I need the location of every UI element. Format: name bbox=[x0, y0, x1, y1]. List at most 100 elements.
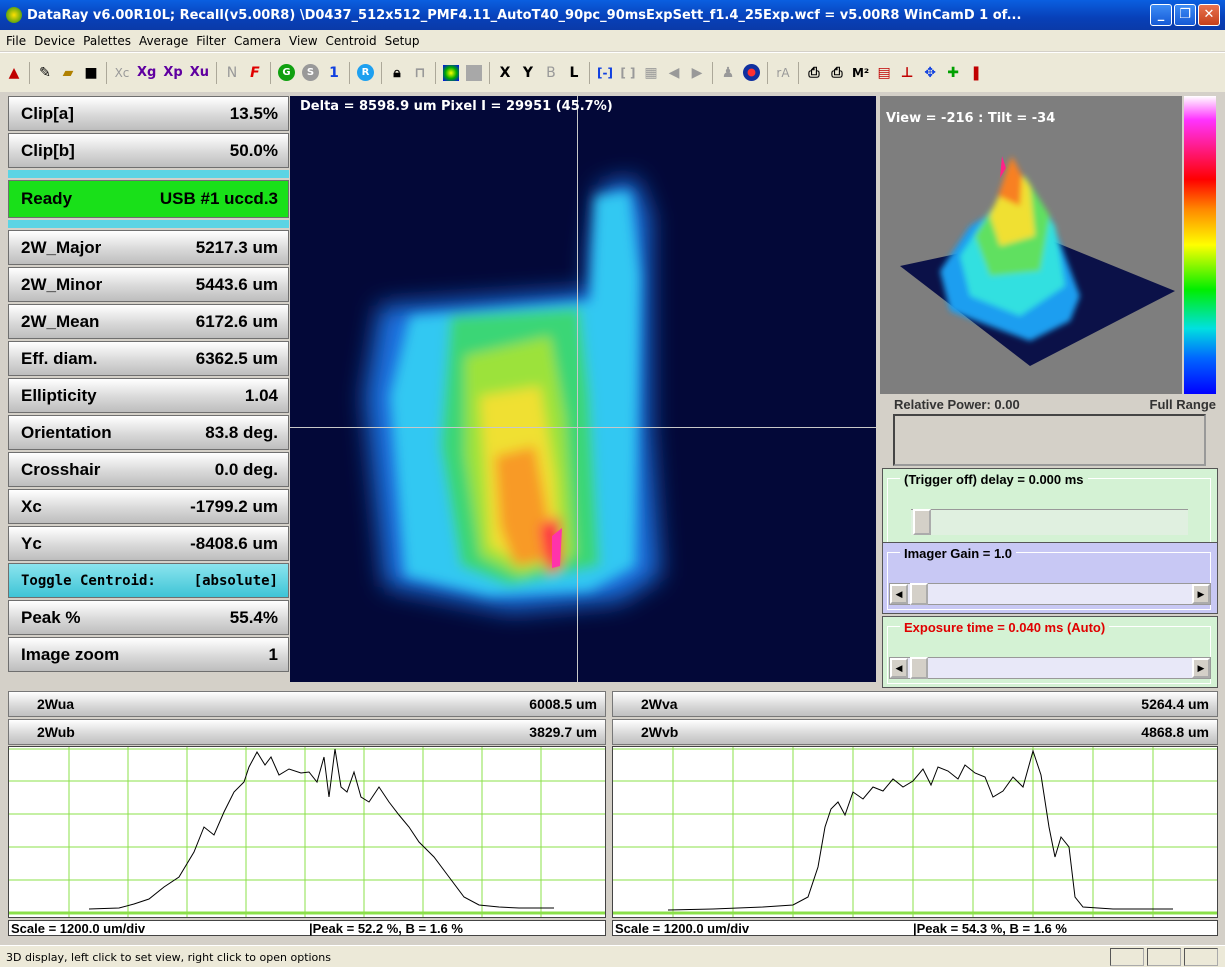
zoom-row[interactable]: Image zoom 1 bbox=[8, 637, 289, 672]
s-button[interactable]: S bbox=[301, 64, 319, 81]
status-pane bbox=[1184, 948, 1218, 966]
toggle-centroid-button[interactable]: Toggle Centroid: [absolute] bbox=[8, 563, 289, 598]
right-arrow-icon[interactable]: ▶ bbox=[691, 64, 703, 81]
device-label: USB #1 uccd.3 bbox=[159, 189, 278, 208]
w-major-row[interactable]: 2W_Major 5217.3 um bbox=[8, 230, 289, 265]
status-pane bbox=[1110, 948, 1144, 966]
beam-image-view[interactable]: Delta = 8598.9 um Pixel I = 29951 (45.7%… bbox=[290, 96, 876, 682]
toolbar-separator bbox=[269, 61, 271, 84]
peak-row[interactable]: Peak % 55.4% bbox=[8, 600, 289, 635]
grid-icon[interactable]: ▦ bbox=[644, 64, 658, 81]
toolbar-separator bbox=[380, 61, 382, 84]
crosshair-label: Crosshair bbox=[21, 459, 101, 479]
status-bar: 3D display, left click to set view, righ… bbox=[0, 945, 1225, 967]
r-button[interactable]: R bbox=[356, 64, 374, 81]
gain-left-arrow[interactable]: ◀ bbox=[890, 584, 908, 604]
trigger-label: (Trigger off) delay = 0.000 ms bbox=[900, 472, 1088, 487]
gain-right-arrow[interactable]: ▶ bbox=[1192, 584, 1210, 604]
bracket-button[interactable]: [-] bbox=[596, 65, 613, 80]
lock-icon[interactable]: 🔒︎ bbox=[393, 64, 401, 81]
menu-camera[interactable]: Camera bbox=[233, 33, 282, 48]
orientation-row[interactable]: Orientation 83.8 deg. bbox=[8, 415, 289, 450]
ra-button[interactable]: rA bbox=[776, 65, 790, 80]
maximize-button[interactable]: ❐ bbox=[1174, 4, 1196, 26]
unlock-icon[interactable]: ⊓ bbox=[414, 64, 426, 81]
toolbar-separator bbox=[488, 61, 490, 84]
exposure-right-arrow[interactable]: ▶ bbox=[1192, 658, 1210, 678]
one-button[interactable]: 1 bbox=[329, 64, 339, 81]
toolbar-separator bbox=[29, 61, 30, 84]
xc-button[interactable]: Xc bbox=[114, 65, 130, 80]
clip-b-row[interactable]: Clip[b] 50.0% bbox=[8, 133, 289, 168]
left-arrow-icon[interactable]: ◀ bbox=[668, 64, 680, 81]
w-minor-row[interactable]: 2W_Minor 5443.6 um bbox=[8, 267, 289, 302]
green-cross-icon[interactable]: ✚ bbox=[947, 64, 960, 81]
stage-icon[interactable]: ⊥ bbox=[900, 64, 914, 81]
w-mean-row[interactable]: 2W_Mean 6172.6 um bbox=[8, 304, 289, 339]
people-icon[interactable]: ♟ bbox=[721, 64, 735, 81]
scale-bar-v: Scale = 1200.0 um/div |Peak = 54.3 %, B … bbox=[612, 920, 1218, 936]
eraser-icon[interactable]: ✎ bbox=[39, 64, 51, 81]
menu-centroid[interactable]: Centroid bbox=[325, 33, 377, 48]
n-button[interactable]: N bbox=[226, 64, 238, 81]
exposure-left-arrow[interactable]: ◀ bbox=[890, 658, 908, 678]
open-folder-icon[interactable]: ▰ bbox=[62, 64, 74, 81]
print-preview-icon[interactable]: ⎙ bbox=[831, 64, 843, 81]
exposure-slider-thumb[interactable] bbox=[910, 657, 928, 679]
menu-average[interactable]: Average bbox=[138, 33, 189, 48]
empty-bracket-button[interactable]: [ ] bbox=[620, 65, 636, 80]
y-button[interactable]: Y bbox=[522, 64, 534, 81]
scale-bar-u: Scale = 1200.0 um/div |Peak = 52.2 %, B … bbox=[8, 920, 606, 936]
minimize-button[interactable]: _ bbox=[1150, 4, 1172, 26]
profile-v-row-a[interactable]: 2Wva 5264.4 um bbox=[612, 691, 1218, 717]
yc-row[interactable]: Yc -8408.6 um bbox=[8, 526, 289, 561]
trigger-slider-thumb[interactable] bbox=[913, 509, 931, 535]
close-button[interactable]: ✕ bbox=[1198, 4, 1220, 26]
g-button[interactable]: G bbox=[277, 64, 295, 81]
palette-icon[interactable] bbox=[442, 64, 459, 81]
menu-device[interactable]: Device bbox=[34, 33, 76, 48]
relative-power-label: Relative Power: 0.00 bbox=[894, 397, 1020, 412]
m2-button[interactable]: M² bbox=[851, 65, 870, 80]
color-palette-bar[interactable] bbox=[1184, 96, 1216, 394]
profile-plot-v[interactable] bbox=[612, 746, 1218, 918]
profile-u-row-b[interactable]: 2Wub 3829.7 um bbox=[8, 719, 606, 745]
profile-u-row-a[interactable]: 2Wua 6008.5 um bbox=[8, 691, 606, 717]
view-3d[interactable]: View = -216 : Tilt = -34 bbox=[880, 96, 1182, 394]
b-button[interactable]: B bbox=[546, 64, 556, 81]
ready-status[interactable]: Ready USB #1 uccd.3 bbox=[8, 180, 289, 218]
eff-diam-row[interactable]: Eff. diam. 6362.5 um bbox=[8, 341, 289, 376]
profile-plot-u[interactable] bbox=[8, 746, 606, 918]
up-arrow-icon[interactable]: ▲ bbox=[8, 64, 20, 81]
menu-filter[interactable]: Filter bbox=[196, 33, 226, 48]
gray-palette-icon[interactable] bbox=[465, 64, 482, 81]
app-icon bbox=[6, 7, 22, 23]
wua-value: 6008.5 um bbox=[529, 696, 597, 712]
profile-v-row-b[interactable]: 2Wvb 4868.8 um bbox=[612, 719, 1218, 745]
gain-slider-thumb[interactable] bbox=[910, 583, 928, 605]
chart-icon[interactable]: ▤ bbox=[877, 64, 891, 81]
crosshair-target-icon[interactable]: ✥ bbox=[924, 64, 937, 81]
trigger-slider-track[interactable] bbox=[911, 509, 1188, 535]
crosshair-row[interactable]: Crosshair 0.0 deg. bbox=[8, 452, 289, 487]
exposure-scrollbar[interactable]: ◀ ▶ bbox=[889, 657, 1211, 679]
save-icon[interactable]: ■ bbox=[84, 64, 98, 81]
target-icon[interactable] bbox=[742, 64, 760, 81]
l-button[interactable]: L bbox=[569, 64, 579, 81]
ellipticity-row[interactable]: Ellipticity 1.04 bbox=[8, 378, 289, 413]
xc-row[interactable]: Xc -1799.2 um bbox=[8, 489, 289, 524]
clip-a-row[interactable]: Clip[a] 13.5% bbox=[8, 96, 289, 131]
status-text: 3D display, left click to set view, righ… bbox=[6, 951, 331, 964]
f-button[interactable]: F bbox=[250, 64, 260, 81]
menu-palettes[interactable]: Palettes bbox=[83, 33, 131, 48]
x-button[interactable]: X bbox=[499, 64, 511, 81]
printer-icon[interactable]: ⎙ bbox=[808, 64, 820, 81]
gain-scrollbar[interactable]: ◀ ▶ bbox=[889, 583, 1211, 605]
xg-button[interactable]: Xg bbox=[137, 65, 157, 80]
thermometer-icon[interactable]: ❚ bbox=[970, 64, 983, 81]
xu-button[interactable]: Xu bbox=[189, 65, 209, 80]
menu-file[interactable]: File bbox=[6, 33, 27, 48]
menu-setup[interactable]: Setup bbox=[384, 33, 420, 48]
menu-view[interactable]: View bbox=[289, 33, 318, 48]
xp-button[interactable]: Xp bbox=[163, 65, 183, 80]
